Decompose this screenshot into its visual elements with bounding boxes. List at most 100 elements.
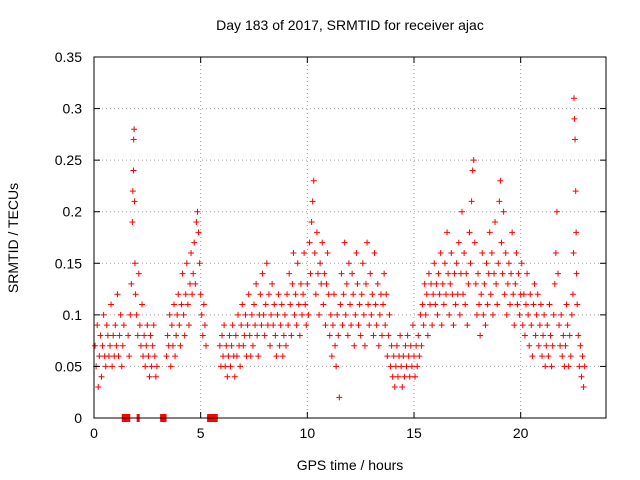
x-tick-label: 10 [300, 425, 316, 441]
data-point [427, 301, 433, 308]
data-point [369, 291, 376, 298]
data-point [272, 332, 279, 339]
data-point [332, 342, 339, 349]
data-point [395, 373, 401, 380]
data-point [454, 291, 461, 298]
data-points [92, 95, 588, 401]
data-point [363, 280, 369, 287]
data-point [150, 322, 157, 329]
data-point [542, 363, 549, 370]
data-point [435, 270, 442, 277]
data-point [195, 229, 202, 236]
data-point [313, 229, 320, 236]
data-point [176, 322, 183, 329]
data-point [96, 353, 103, 360]
data-point [567, 353, 574, 360]
data-point [560, 332, 567, 339]
data-point [571, 115, 578, 122]
data-point [142, 363, 149, 370]
data-point [412, 373, 419, 380]
data-point [224, 373, 231, 380]
data-point [168, 322, 175, 329]
data-point [526, 342, 533, 349]
data-point [223, 342, 230, 349]
data-point [475, 270, 481, 277]
data-point [420, 322, 427, 329]
data-point [333, 363, 340, 370]
y-tick-label: 0.15 [55, 255, 82, 271]
data-point [379, 332, 385, 339]
data-point [399, 384, 406, 391]
data-point [456, 311, 463, 318]
data-point [130, 136, 137, 143]
data-point [184, 301, 191, 308]
data-point [455, 239, 462, 246]
data-point [164, 332, 171, 339]
data-point [131, 126, 138, 133]
data-point [311, 249, 318, 256]
data-point [318, 280, 325, 287]
data-point [520, 291, 527, 298]
x-tick-label: 0 [90, 425, 98, 441]
data-point [141, 332, 148, 339]
data-point [468, 198, 475, 205]
data-point [249, 342, 256, 349]
data-point [191, 239, 198, 246]
data-point [133, 311, 140, 318]
data-point [270, 322, 277, 329]
data-point [128, 280, 135, 287]
data-point [402, 342, 409, 349]
data-point [341, 239, 348, 246]
data-point [370, 332, 377, 339]
data-point [498, 239, 505, 246]
data-point [167, 363, 174, 370]
data-point [383, 291, 390, 298]
data-point [269, 280, 276, 287]
data-point [273, 353, 280, 360]
data-point [437, 249, 444, 256]
data-point [503, 311, 510, 318]
data-point [564, 322, 571, 329]
data-point [570, 249, 577, 256]
data-point [576, 363, 583, 370]
data-point [408, 363, 415, 370]
data-point [349, 270, 356, 277]
data-point [319, 239, 326, 246]
data-point [539, 353, 545, 360]
data-point [430, 291, 437, 298]
data-point [566, 332, 573, 339]
data-point [312, 291, 319, 298]
data-point [580, 384, 587, 391]
data-point [510, 291, 517, 298]
data-point [389, 373, 396, 380]
data-point [193, 219, 200, 226]
data-point [508, 270, 515, 277]
data-point [310, 177, 317, 184]
data-point [364, 239, 371, 246]
data-point [466, 229, 473, 236]
data-point [188, 249, 195, 256]
data-point [342, 311, 349, 318]
data-point [175, 291, 182, 298]
data-point [577, 342, 584, 349]
data-point [486, 229, 493, 236]
y-tick-label: 0.1 [63, 307, 83, 323]
data-point [283, 342, 289, 349]
data-point [136, 322, 143, 329]
data-point [446, 311, 453, 318]
data-point [268, 311, 275, 318]
data-point [390, 353, 397, 360]
data-point [171, 301, 177, 308]
data-point [335, 332, 342, 339]
data-point [247, 353, 254, 360]
data-point [411, 353, 417, 360]
data-point [453, 260, 460, 267]
data-point [417, 311, 424, 318]
data-point [190, 270, 197, 277]
data-point [285, 322, 292, 329]
data-point [301, 249, 308, 256]
data-point [477, 332, 484, 339]
data-point [536, 322, 543, 329]
data-point [309, 198, 316, 205]
data-point [368, 311, 375, 318]
